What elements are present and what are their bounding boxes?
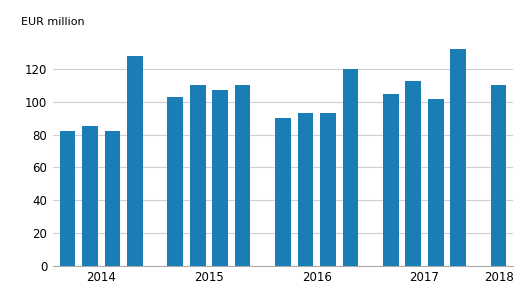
Bar [190,85,206,266]
Bar [491,85,506,266]
Bar [212,90,228,266]
Bar [342,69,358,266]
Bar [167,97,183,266]
Bar [105,131,120,266]
Bar [428,98,443,266]
Bar [320,113,336,266]
Bar [450,49,466,266]
Bar [127,56,143,266]
Bar [275,118,291,266]
Bar [383,94,399,266]
Bar [235,85,250,266]
Bar [405,81,421,266]
Bar [298,113,313,266]
Bar [60,131,75,266]
Bar [82,127,98,266]
Text: EUR million: EUR million [21,17,84,27]
